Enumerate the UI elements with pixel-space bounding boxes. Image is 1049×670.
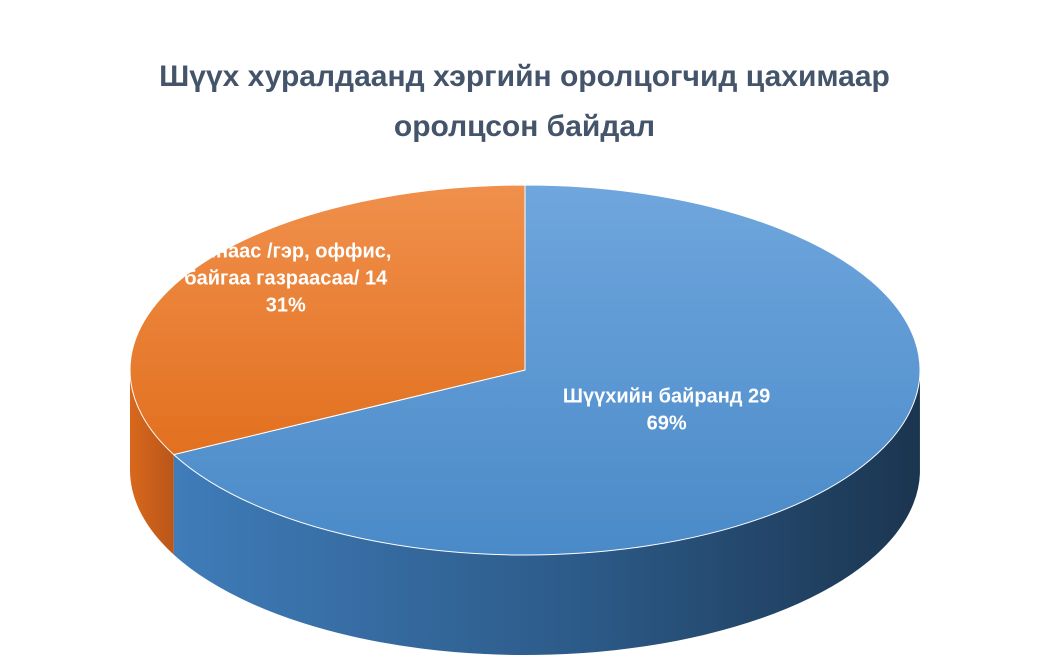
pie-slice-1 — [129, 184, 526, 456]
slice-label-1-line-0: Зайнаас /гэр, оффис, — [180, 241, 391, 263]
slice-percent-label-0: 69% — [647, 412, 687, 434]
chart-title-line-2: оролцсон байдал — [393, 110, 656, 143]
slice-label-0-line-0: Шүүхийн байранд 29 — [563, 385, 770, 407]
pie-slice-side-0 — [173, 373, 920, 656]
pie-slice-side-1 — [130, 370, 174, 555]
slice-percent-label-1: 31% — [266, 295, 306, 317]
pie-side-layer — [130, 370, 920, 656]
pie-top-layer — [129, 184, 921, 556]
pie-label-layer: Шүүхийн байранд 29 69% Зайнаас /гэр, оффис… — [180, 241, 770, 435]
slice-label-1-line-1: байгаа газраасаа/ 14 — [184, 268, 388, 290]
chart-title-line-1: Шүүх хуралдаанд хэргийн оролцогчид цахим… — [159, 60, 890, 93]
pie-slice-0 — [172, 184, 921, 556]
